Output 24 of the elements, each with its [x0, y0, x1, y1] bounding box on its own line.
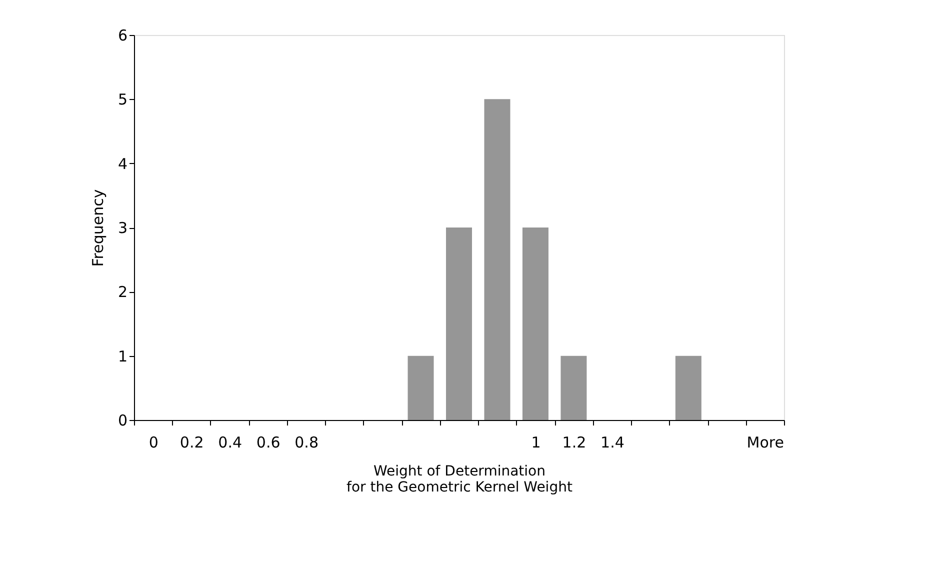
bar	[446, 228, 472, 420]
y-tick-label: 1	[118, 347, 128, 366]
bar	[675, 356, 702, 420]
x-axis-title: Weight of Determination for the Geometric Kernel Weight	[346, 464, 573, 496]
y-tick-label: 3	[118, 219, 128, 237]
y-tick-label: 5	[118, 90, 128, 109]
x-tick-label: 0.8	[294, 434, 318, 452]
bar	[522, 228, 548, 420]
x-tick-label: 0.2	[180, 434, 204, 452]
bar	[408, 356, 434, 420]
y-tick-label: 4	[118, 154, 128, 173]
y-tick-label: 6	[118, 26, 128, 44]
x-tick-label: 1.4	[600, 434, 624, 452]
x-tick-label: 0.6	[256, 434, 280, 452]
y-tick-label: 2	[118, 283, 128, 302]
x-tick-label: 0	[148, 434, 158, 452]
bar	[560, 356, 587, 420]
x-tick-label: 1.2	[562, 434, 586, 452]
y-axis-title: Frequency	[88, 189, 107, 267]
x-tick-label: More	[746, 434, 784, 452]
bar	[484, 99, 510, 420]
y-tick-label: 0	[118, 412, 128, 430]
x-tick-label: 1	[531, 434, 541, 452]
x-tick-label: 0.4	[218, 434, 242, 452]
